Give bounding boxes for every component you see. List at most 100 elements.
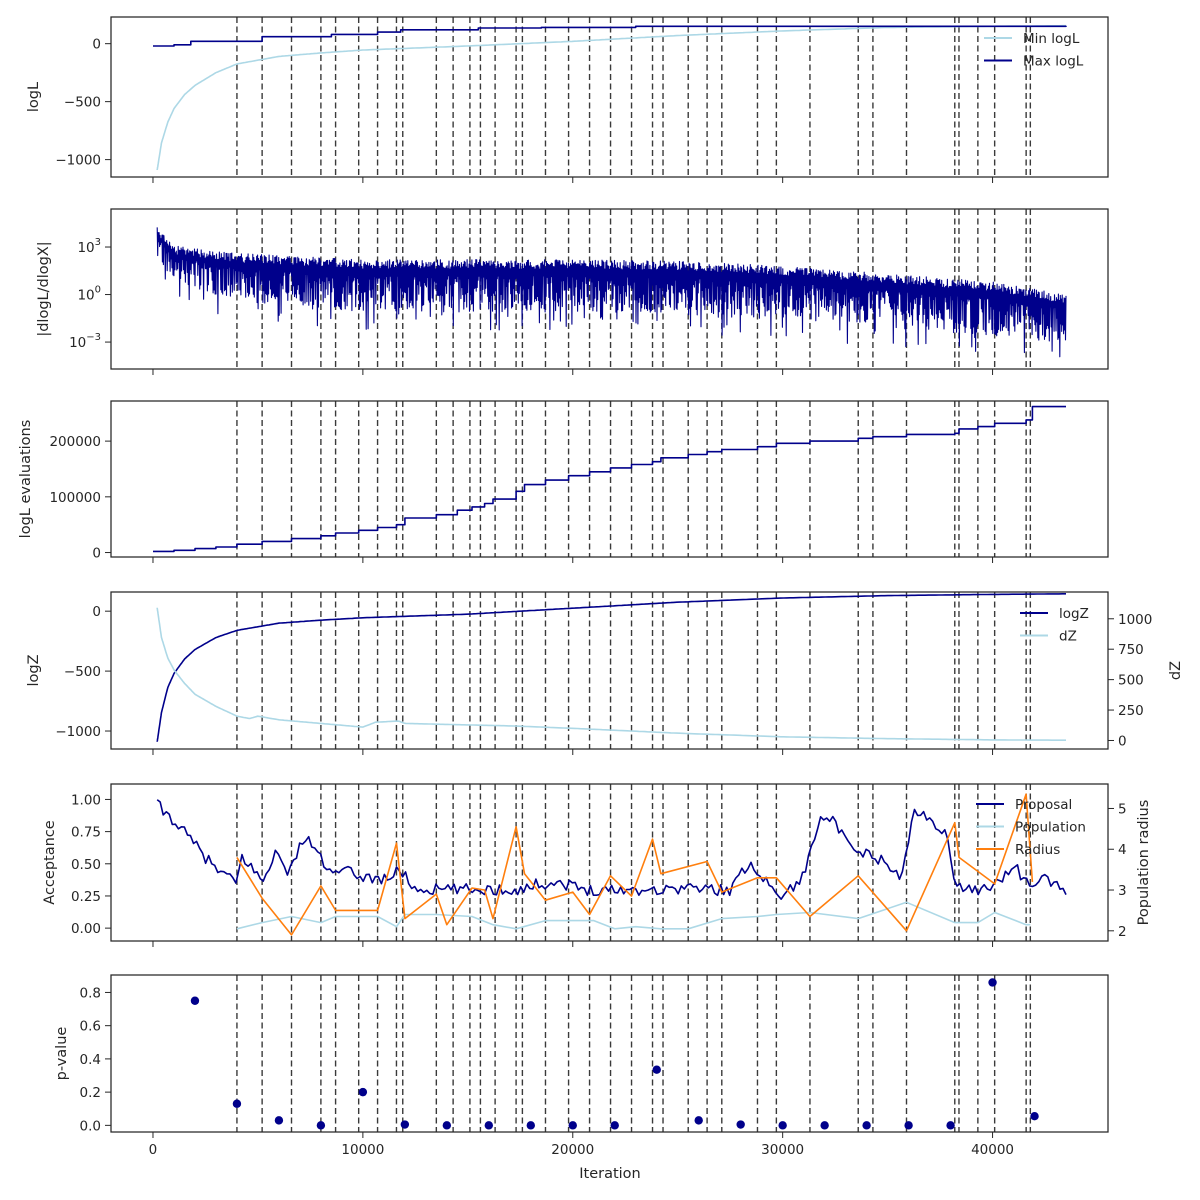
x-tick-label: 30000 xyxy=(761,1142,804,1158)
y-axis-label: logL xyxy=(26,82,42,112)
x-tick-label: 0 xyxy=(149,1142,158,1158)
y-right-tick-label: 250 xyxy=(1118,703,1144,719)
panel-logz: 0 −500 −1000 1000 750 500 250 0 logZ dZ logZ dZ xyxy=(26,591,1184,755)
series-line-radius xyxy=(236,793,1034,936)
y-tick-label: 0.6 xyxy=(80,1019,101,1035)
y-tick-label: 0 xyxy=(92,37,101,53)
y-axis-label: |dlogL/dlogX| xyxy=(36,241,52,336)
p-value-point xyxy=(652,1065,661,1074)
y-tick-label: 1.00 xyxy=(71,792,101,808)
p-value-point xyxy=(484,1121,494,1130)
y-right-tick-label: 3 xyxy=(1118,883,1127,899)
y-axis-label: p-value xyxy=(54,1027,70,1081)
y-tick-label: 10−3 xyxy=(69,332,101,351)
y-tick-exponent: 0 xyxy=(95,285,101,296)
y-tick-label: 0 xyxy=(92,546,101,562)
y-tick-label: −500 xyxy=(64,664,101,680)
x-tick-label: 20000 xyxy=(551,1142,594,1158)
y-tick-label: −1000 xyxy=(55,724,101,740)
y-tick-label: 0.50 xyxy=(71,857,101,873)
legend: Proposal Population Radius xyxy=(976,797,1086,858)
axes-frame xyxy=(110,974,1109,1133)
series-line-dz xyxy=(156,607,1066,741)
y-tick-label: 200000 xyxy=(49,434,101,450)
series-line--dlogl-dlogx- xyxy=(156,227,1067,358)
y-tick-label: 0.00 xyxy=(71,921,101,937)
y-tick-exponent: 3 xyxy=(95,237,101,248)
p-value-point xyxy=(400,1120,410,1129)
y-tick-label: 0.2 xyxy=(80,1085,101,1101)
y-tick-label: 0.0 xyxy=(80,1118,101,1134)
axes-frame xyxy=(110,783,1109,942)
axes-frame xyxy=(110,400,1109,558)
series-line-logl-evaluations xyxy=(153,405,1066,553)
p-value-point xyxy=(316,1121,326,1130)
x-axis-label: Iteration xyxy=(579,1166,641,1182)
series-line-population xyxy=(236,901,1031,930)
legend-label: logZ xyxy=(1059,606,1089,622)
panel-evals: 200000 100000 0 logL evaluations xyxy=(18,400,1109,563)
panel-acceptance: 1.00 0.75 0.50 0.25 0.00 5 4 3 2 Acceptance Popula… xyxy=(42,783,1152,947)
y-tick-label: 0.8 xyxy=(80,985,101,1001)
p-value-point xyxy=(610,1121,619,1130)
y-right-tick-label: 2 xyxy=(1118,924,1127,940)
p-value-point xyxy=(526,1121,535,1130)
p-value-point xyxy=(274,1116,284,1125)
y-tick-label: 0.25 xyxy=(71,889,101,905)
x-tick-label: 10000 xyxy=(341,1142,384,1158)
insertion-lines xyxy=(236,784,1032,941)
series-line-proposal xyxy=(156,799,1067,900)
series-group xyxy=(156,593,1066,743)
p-value-point xyxy=(946,1121,955,1130)
axes-frame xyxy=(110,591,1109,750)
y-tick-label: −500 xyxy=(64,95,101,111)
axes-frame xyxy=(110,208,1109,370)
y-right-tick-label: 0 xyxy=(1118,733,1127,749)
series-line-logz xyxy=(156,593,1066,743)
legend-label: Min logL xyxy=(1023,31,1080,47)
legend: Min logL Max logL xyxy=(984,31,1084,70)
y-axis-label: logZ xyxy=(26,654,42,686)
x-tick-label: 40000 xyxy=(971,1142,1014,1158)
p-value-point xyxy=(862,1121,871,1130)
p-value-point xyxy=(694,1116,703,1125)
y-right-tick-label: 5 xyxy=(1118,801,1127,817)
y-tick-label: 103 xyxy=(77,237,101,256)
y-right-axis-label: Population radius xyxy=(1136,800,1152,926)
y-tick-label: 100 xyxy=(77,285,101,304)
series-group xyxy=(153,24,1067,171)
y-right-tick-label: 4 xyxy=(1118,842,1127,858)
p-value-point xyxy=(988,978,997,987)
p-value-point xyxy=(1030,1112,1039,1121)
y-tick-exponent: −3 xyxy=(86,332,101,343)
series-line-max-logl xyxy=(153,25,1067,47)
p-value-point xyxy=(904,1121,913,1130)
series-line-min-logl xyxy=(156,24,1066,171)
series-group xyxy=(156,793,1067,936)
y-axis-label: Acceptance xyxy=(42,820,58,904)
y-tick-label: 0.4 xyxy=(80,1052,101,1068)
p-value-point xyxy=(568,1121,577,1130)
legend-label: Proposal xyxy=(1015,797,1072,813)
p-value-point xyxy=(778,1121,787,1130)
y-tick-base: 10 xyxy=(77,288,94,304)
legend-label: Max logL xyxy=(1023,54,1084,70)
axes-frame xyxy=(110,16,1109,178)
panel-pvalue: 0 10000 20000 30000 40000 0.8 0.6 0.4 0.2 0.0 p-va… xyxy=(54,974,1109,1158)
series-group xyxy=(153,405,1066,553)
legend-label: dZ xyxy=(1059,629,1077,645)
legend-label: Radius xyxy=(1015,842,1060,858)
y-tick-label: −1000 xyxy=(55,153,101,169)
y-tick-base: 10 xyxy=(77,240,94,256)
y-tick-label: 100000 xyxy=(49,490,101,506)
insertion-lines xyxy=(236,592,1032,749)
insertion-lines xyxy=(236,17,1032,177)
y-right-tick-label: 500 xyxy=(1118,673,1144,689)
panel-logl: 0 −500 −1000 logL Min logL Max logL xyxy=(26,16,1109,183)
p-value-point xyxy=(820,1121,829,1130)
p-value-point xyxy=(190,996,200,1005)
legend-label: Population xyxy=(1015,820,1086,836)
y-right-axis-label: dZ xyxy=(1168,661,1184,680)
y-axis-label: logL evaluations xyxy=(18,420,34,539)
